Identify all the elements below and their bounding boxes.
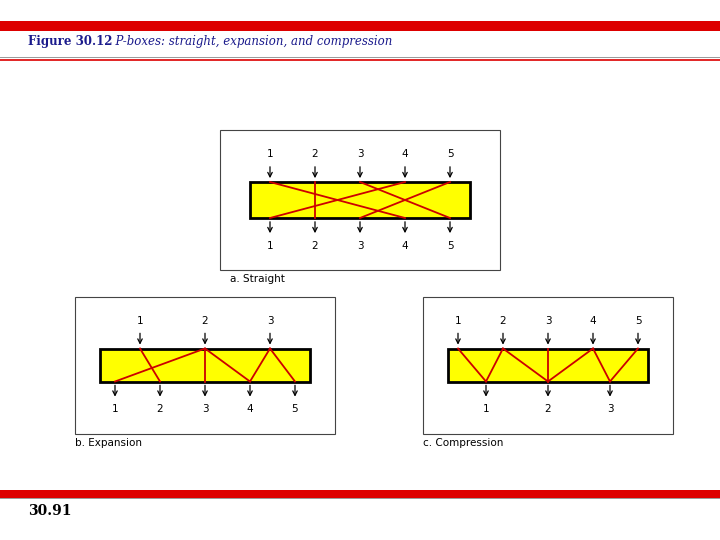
Text: 4: 4 xyxy=(402,149,408,159)
Text: 4: 4 xyxy=(247,404,253,415)
Text: 5: 5 xyxy=(635,315,642,326)
Bar xyxy=(220,130,500,270)
Text: 5: 5 xyxy=(446,149,454,159)
Text: 1: 1 xyxy=(112,404,118,415)
Text: 1: 1 xyxy=(482,404,490,415)
Text: Figure 30.12: Figure 30.12 xyxy=(28,36,112,49)
Text: 2: 2 xyxy=(312,241,318,251)
Text: 3: 3 xyxy=(202,404,208,415)
Text: 2: 2 xyxy=(500,315,506,326)
Text: 2: 2 xyxy=(202,315,208,326)
Text: 3: 3 xyxy=(266,315,274,326)
Bar xyxy=(75,296,335,434)
Bar xyxy=(423,296,673,434)
Text: c. Compression: c. Compression xyxy=(423,437,503,448)
Text: b. Expansion: b. Expansion xyxy=(75,437,142,448)
Text: 4: 4 xyxy=(590,315,596,326)
Text: 2: 2 xyxy=(157,404,163,415)
Bar xyxy=(100,348,310,381)
Text: 3: 3 xyxy=(607,404,613,415)
Bar xyxy=(0,490,720,498)
Text: 5: 5 xyxy=(446,241,454,251)
Text: a. Straight: a. Straight xyxy=(230,274,285,284)
Text: 3: 3 xyxy=(356,241,364,251)
Text: 1: 1 xyxy=(266,241,274,251)
Bar xyxy=(250,182,470,218)
Text: 4: 4 xyxy=(402,241,408,251)
Text: 1: 1 xyxy=(455,315,462,326)
Text: 1: 1 xyxy=(266,149,274,159)
Bar xyxy=(448,348,648,381)
Text: 3: 3 xyxy=(545,315,552,326)
Text: 3: 3 xyxy=(356,149,364,159)
Bar xyxy=(0,21,720,31)
Text: 2: 2 xyxy=(312,149,318,159)
Text: 5: 5 xyxy=(292,404,298,415)
Text: P-boxes: straight, expansion, and compression: P-boxes: straight, expansion, and compre… xyxy=(108,36,392,49)
Text: 1: 1 xyxy=(137,315,143,326)
Text: 2: 2 xyxy=(545,404,552,415)
Text: 30.91: 30.91 xyxy=(28,504,71,518)
